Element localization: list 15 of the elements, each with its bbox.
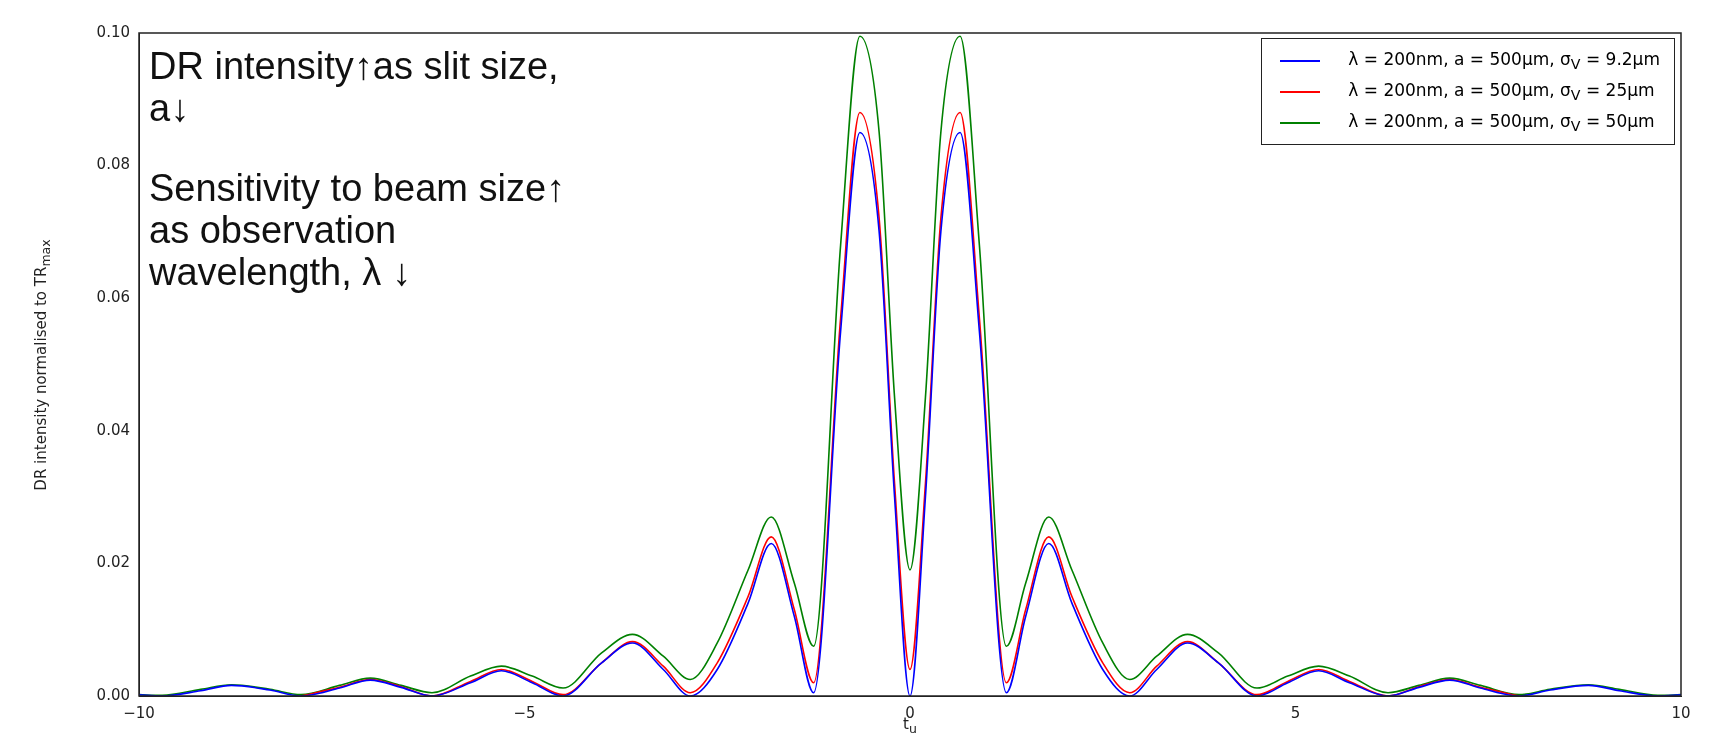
x-tick-label: −10 [123, 703, 155, 722]
y-tick-label: 0.08 [96, 155, 130, 174]
y-tick-label: 0.04 [96, 420, 130, 439]
x-tick-label: −5 [513, 703, 536, 722]
annotation: DR intensity↑as slit size, a↓ [149, 45, 559, 129]
y-tick-label: 0.02 [96, 553, 130, 572]
y-tick-label: 0.00 [96, 685, 130, 704]
x-tick-label: 5 [1290, 703, 1301, 722]
annotation: Sensitivity to beam size↑ as observation wavelength, λ ↓ [149, 167, 566, 293]
y-tick-label: 0.10 [96, 22, 130, 41]
x-tick-label: 10 [1671, 703, 1691, 722]
legend-label: λ = 200nm, a = 500μm, σ$_{V}$ = 50μm [1348, 110, 1655, 135]
legend-label: λ = 200nm, a = 500μm, σ$_{V}$ = 9.2μm [1348, 48, 1660, 73]
legend-label: λ = 200nm, a = 500μm, σ$_{V}$ = 25μm [1348, 79, 1655, 104]
y-tick-label: 0.06 [96, 288, 130, 307]
